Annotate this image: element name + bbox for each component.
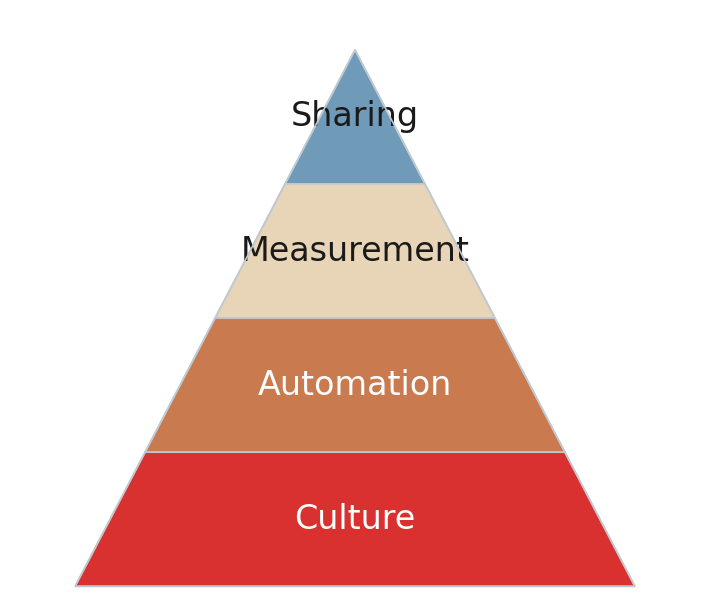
- Text: Automation: Automation: [258, 368, 452, 402]
- Polygon shape: [215, 184, 495, 318]
- Polygon shape: [285, 50, 425, 184]
- Text: Sharing: Sharing: [291, 100, 419, 133]
- Polygon shape: [145, 318, 565, 452]
- Polygon shape: [75, 452, 635, 586]
- Text: Measurement: Measurement: [241, 234, 469, 268]
- Text: Culture: Culture: [295, 503, 415, 536]
